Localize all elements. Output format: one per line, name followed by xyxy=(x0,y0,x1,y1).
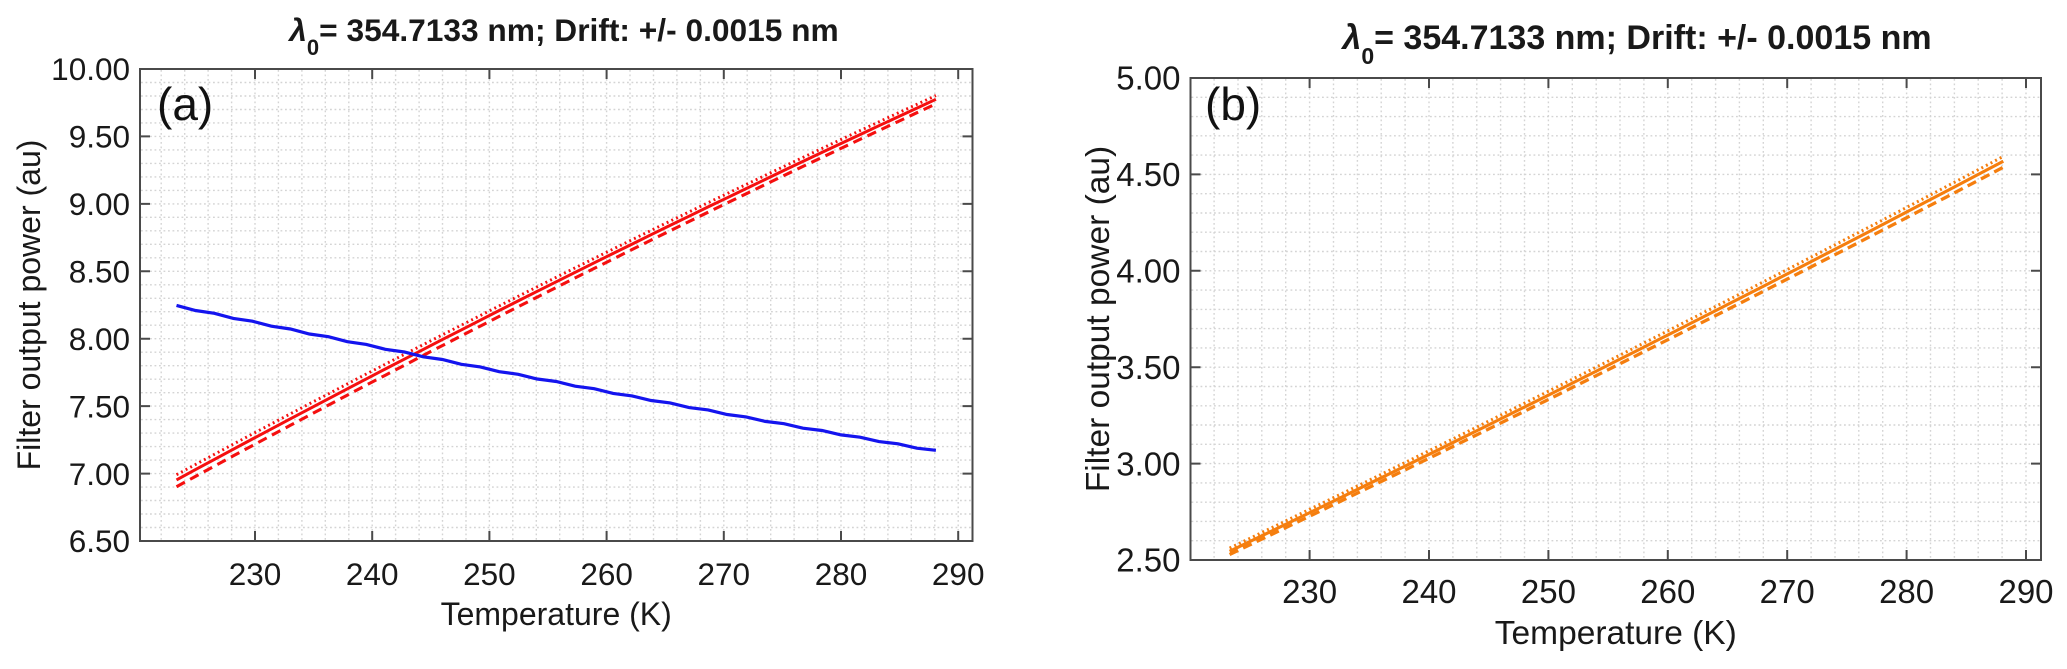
svg-text:290: 290 xyxy=(1998,573,2053,610)
svg-text:230: 230 xyxy=(1282,573,1337,610)
svg-text:4.50: 4.50 xyxy=(1116,156,1180,193)
svg-text:Temperature (K): Temperature (K) xyxy=(1495,615,1737,652)
svg-text:280: 280 xyxy=(1879,573,1934,610)
svg-text:3.50: 3.50 xyxy=(1116,349,1180,386)
svg-text:290: 290 xyxy=(932,556,985,592)
svg-text:5.00: 5.00 xyxy=(1116,60,1180,97)
svg-text:260: 260 xyxy=(580,556,633,592)
svg-text:10.00: 10.00 xyxy=(51,51,130,87)
svg-text:λ0= 354.7133 nm; Drift: +/- 0.: λ0= 354.7133 nm; Drift: +/- 0.0015 nm xyxy=(1340,19,1931,69)
svg-text:280: 280 xyxy=(815,556,868,592)
svg-text:9.00: 9.00 xyxy=(69,186,130,222)
svg-text:6.50: 6.50 xyxy=(69,523,130,559)
svg-text:230: 230 xyxy=(229,556,282,592)
svg-text:260: 260 xyxy=(1640,573,1695,610)
svg-text:250: 250 xyxy=(1521,573,1576,610)
svg-text:Filter output power (au): Filter output power (au) xyxy=(1080,146,1117,492)
svg-text:7.00: 7.00 xyxy=(69,456,130,492)
svg-text:240: 240 xyxy=(346,556,399,592)
svg-text:8.00: 8.00 xyxy=(69,321,130,357)
svg-text:7.50: 7.50 xyxy=(69,388,130,424)
svg-text:3.00: 3.00 xyxy=(1116,445,1180,482)
svg-text:9.50: 9.50 xyxy=(69,119,130,155)
svg-text:Filter output power (au): Filter output power (au) xyxy=(11,140,47,471)
svg-text:250: 250 xyxy=(463,556,516,592)
svg-text:2.50: 2.50 xyxy=(1116,542,1180,579)
svg-text:270: 270 xyxy=(1760,573,1815,610)
svg-text:270: 270 xyxy=(698,556,751,592)
svg-text:(a): (a) xyxy=(157,78,213,130)
svg-text:8.50: 8.50 xyxy=(69,254,130,290)
svg-text:4.00: 4.00 xyxy=(1116,253,1180,290)
svg-text:(b): (b) xyxy=(1205,78,1261,130)
svg-text:Temperature (K): Temperature (K) xyxy=(441,596,672,632)
svg-text:240: 240 xyxy=(1401,573,1456,610)
svg-text:λ0= 354.7133 nm; Drift: +/- 0.: λ0= 354.7133 nm; Drift: +/- 0.0015 nm xyxy=(287,12,838,60)
